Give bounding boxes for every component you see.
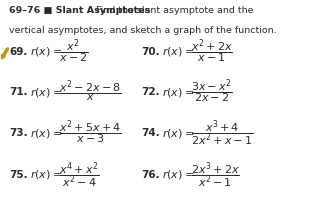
Text: 71.: 71.: [9, 87, 28, 97]
Text: $\dfrac{x^3+4}{2x^2+x-1}$: $\dfrac{x^3+4}{2x^2+x-1}$: [191, 118, 253, 148]
Text: Find the slant asymptote and the: Find the slant asymptote and the: [90, 6, 254, 15]
Text: 72.: 72.: [141, 87, 160, 97]
Text: vertical asymptotes, and sketch a graph of the function.: vertical asymptotes, and sketch a graph …: [9, 26, 276, 35]
Text: 74.: 74.: [141, 129, 160, 138]
Text: $r(x)=$: $r(x)=$: [30, 127, 62, 140]
Text: 70.: 70.: [141, 47, 160, 57]
Text: $\dfrac{3x-x^2}{2x-2}$: $\dfrac{3x-x^2}{2x-2}$: [191, 78, 233, 106]
Text: $r(x)=$: $r(x)=$: [162, 45, 194, 58]
Text: 73.: 73.: [9, 129, 28, 138]
Text: $r(x)=$: $r(x)=$: [162, 168, 194, 181]
Text: 75.: 75.: [9, 170, 28, 180]
Text: $\dfrac{2x^3+2x}{x^2-1}$: $\dfrac{2x^3+2x}{x^2-1}$: [191, 160, 240, 190]
Text: $\dfrac{x^2}{x-2}$: $\dfrac{x^2}{x-2}$: [58, 38, 88, 66]
Text: $\dfrac{x^2+2x}{x-1}$: $\dfrac{x^2+2x}{x-1}$: [191, 38, 233, 66]
Text: $r(x)=$: $r(x)=$: [162, 86, 194, 99]
Text: 76.: 76.: [141, 170, 160, 180]
Text: $r(x)=$: $r(x)=$: [30, 45, 62, 58]
Text: $r(x)=$: $r(x)=$: [162, 127, 194, 140]
Text: $\dfrac{x^2+5x+4}{x-3}$: $\dfrac{x^2+5x+4}{x-3}$: [58, 119, 121, 148]
Text: $r(x)=$: $r(x)=$: [30, 168, 62, 181]
Text: 69.: 69.: [9, 47, 27, 57]
Text: $\dfrac{x^2-2x-8}{x}$: $\dfrac{x^2-2x-8}{x}$: [58, 79, 121, 105]
Text: 69–76 ■ Slant Asymptotes: 69–76 ■ Slant Asymptotes: [9, 6, 150, 15]
Text: $\dfrac{x^4+x^2}{x^2-4}$: $\dfrac{x^4+x^2}{x^2-4}$: [58, 160, 99, 190]
Text: $r(x)=$: $r(x)=$: [30, 86, 62, 99]
